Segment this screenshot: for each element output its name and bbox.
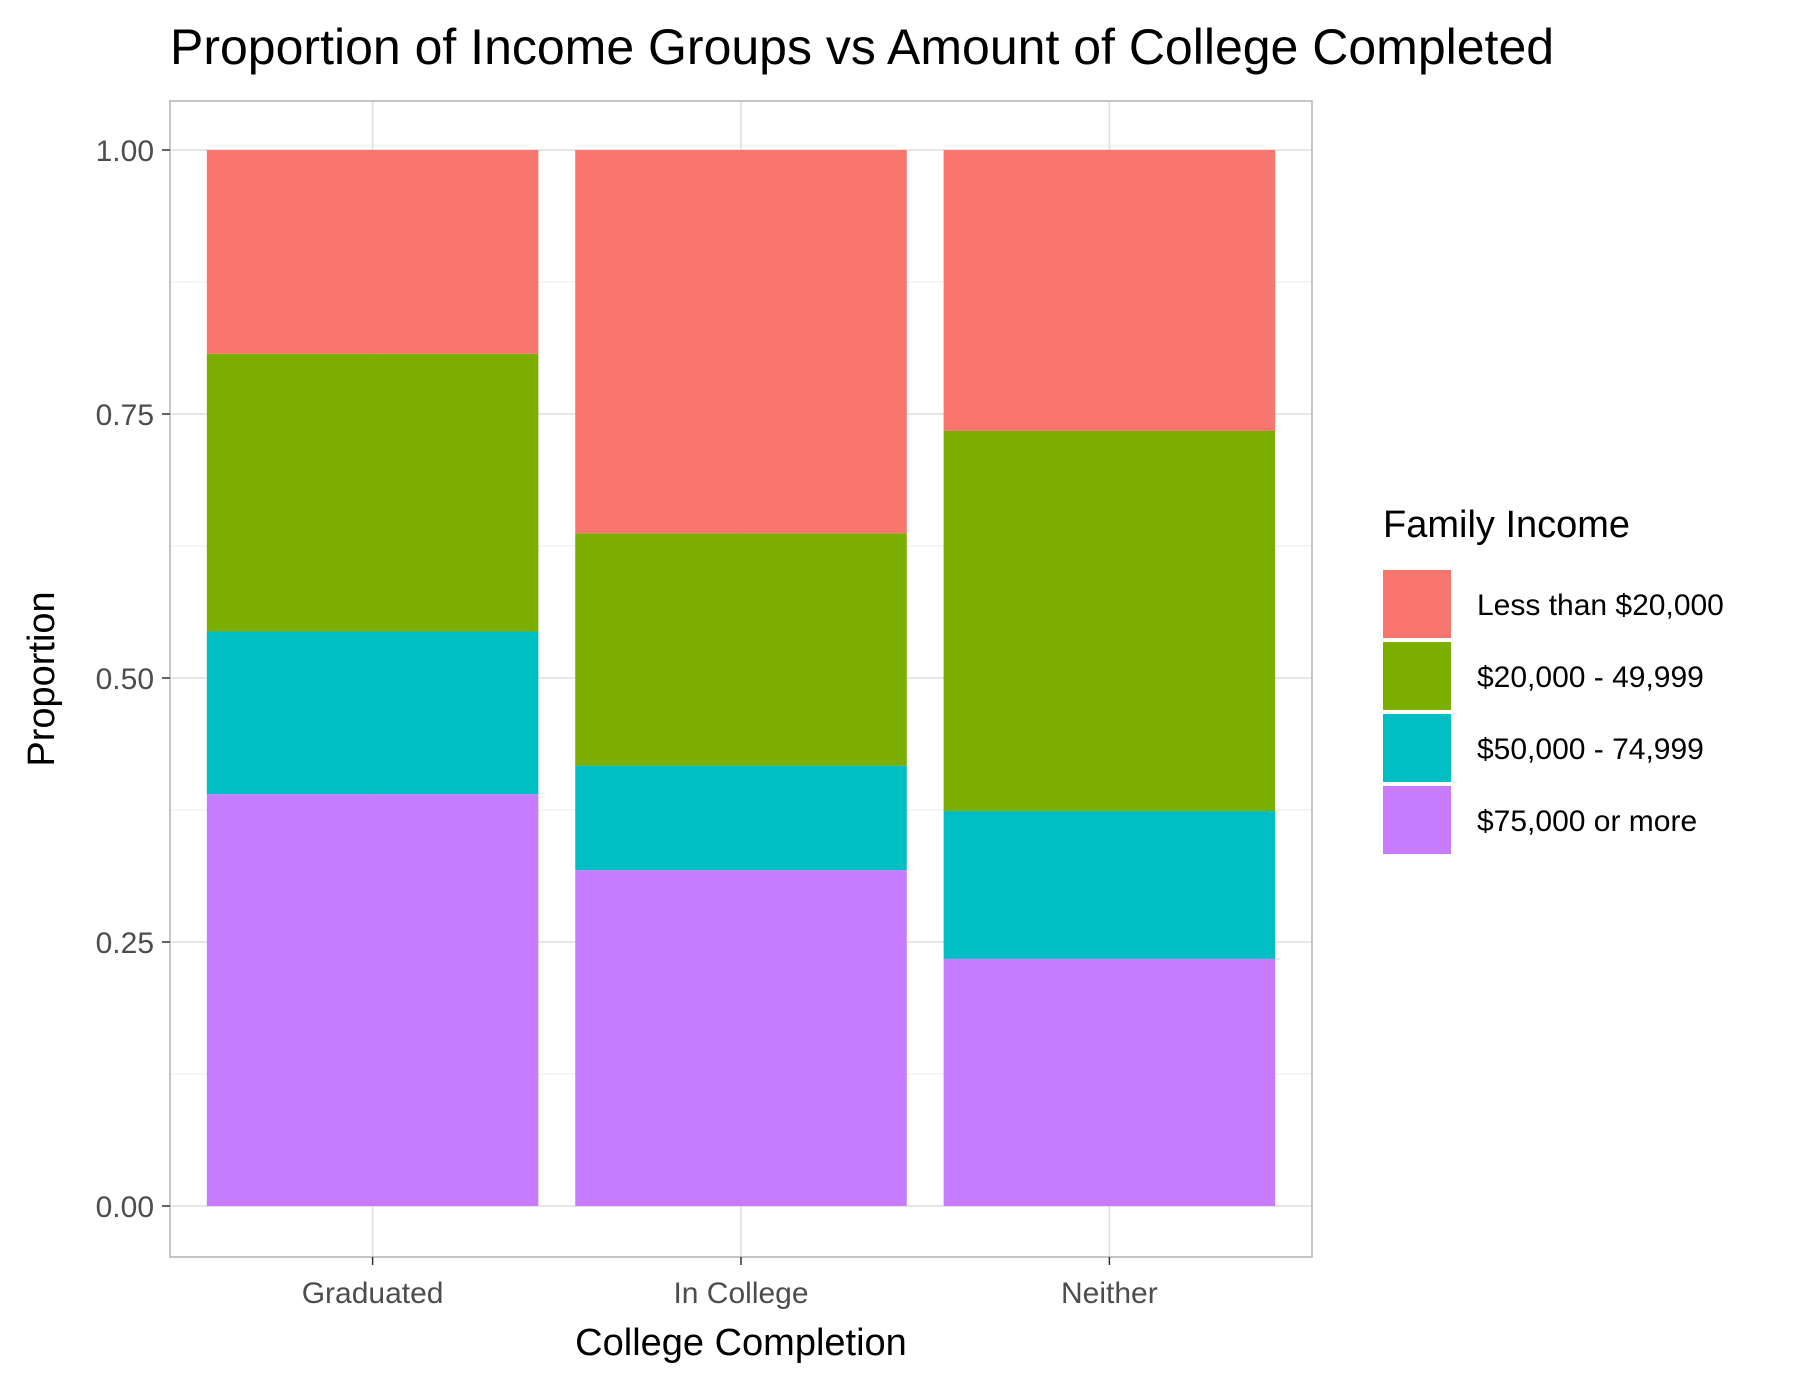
bar-segment — [943, 150, 1276, 431]
x-tick-label: In College — [673, 1277, 808, 1310]
bar-segment — [943, 430, 1276, 812]
legend-label: $20,000 - 49,999 — [1477, 661, 1704, 694]
legend-key — [1383, 570, 1451, 638]
chart-title: Proportion of Income Groups vs Amount of… — [170, 19, 1554, 75]
bar-segment — [943, 811, 1276, 959]
legend-label: Less than $20,000 — [1477, 589, 1724, 622]
bar-segment — [206, 150, 539, 354]
bar-segment — [575, 533, 907, 766]
y-tick-label: 1.00 — [96, 135, 154, 168]
legend-key — [1383, 642, 1451, 710]
bar-segment — [206, 794, 539, 1206]
y-tick-label: 0.50 — [96, 663, 154, 696]
bar-segment — [575, 150, 907, 534]
legend-items: Less than $20,000 $20,000 - 49,999 $50,000… — [1383, 570, 1724, 854]
legend-title: Family Income — [1383, 504, 1630, 546]
legend-key — [1383, 714, 1451, 782]
y-tick-label: 0.00 — [96, 1191, 154, 1224]
legend: Family Income Less than $20,000 $20,000 -… — [1383, 504, 1724, 854]
bars — [206, 150, 1276, 1206]
bar-segment — [575, 765, 907, 871]
legend-label: $50,000 - 74,999 — [1477, 733, 1704, 766]
x-axis-title: College Completion — [575, 1322, 907, 1364]
bar-segment — [943, 958, 1276, 1206]
legend-label: $75,000 or more — [1477, 805, 1697, 838]
y-tick-label: 0.25 — [96, 927, 154, 960]
y-axis-ticks: 0.00 0.25 0.50 0.75 1.00 — [96, 135, 170, 1224]
legend-key — [1383, 786, 1451, 854]
x-tick-label: Neither — [1061, 1277, 1158, 1310]
x-axis-ticks: Graduated In College Neither — [302, 1257, 1158, 1310]
x-tick-label: Graduated — [302, 1277, 444, 1310]
bar-segment — [206, 631, 539, 795]
bar-segment — [575, 870, 907, 1206]
y-axis-title: Proportion — [21, 591, 63, 766]
y-tick-label: 0.75 — [96, 399, 154, 432]
bar-segment — [206, 353, 539, 632]
